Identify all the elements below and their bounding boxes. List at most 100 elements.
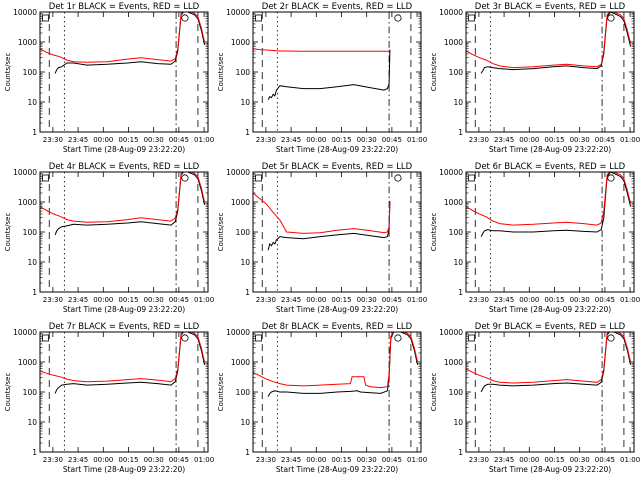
detector-plot-5: Det 5r BLACK = Events, RED = LLD Counts/s…	[217, 162, 427, 314]
detector-plot-9: Det 9r BLACK = Events, RED = LLD Counts/s…	[430, 322, 640, 474]
x-tick-label: 00:00	[306, 296, 326, 304]
saa-marker	[607, 334, 615, 342]
x-tick-label: 01:00	[620, 296, 640, 304]
y-tick-label: 100	[449, 68, 464, 77]
y-tick-label: 10	[27, 98, 37, 107]
plot-frame	[465, 331, 635, 453]
x-tick-label: 00:00	[93, 456, 113, 464]
plot-title: Det 9r BLACK = Events, RED = LLD	[475, 322, 626, 332]
plot-title: Det 4r BLACK = Events, RED = LLD	[49, 162, 200, 172]
x-tick-label: 01:00	[194, 456, 214, 464]
x-tick-label: 23:45	[68, 136, 88, 144]
series-line-lld	[466, 332, 632, 384]
y-tick-label: 1	[245, 448, 250, 457]
y-tick-label: 10	[453, 98, 463, 107]
x-tick-label: 00:00	[306, 456, 326, 464]
plot-title: Det 1r BLACK = Events, RED = LLD	[49, 2, 200, 12]
plot-frame	[252, 171, 422, 293]
series-line-lld	[466, 172, 632, 226]
x-tick-label: 23:45	[494, 456, 514, 464]
plot-frame	[39, 11, 209, 133]
plot-frame	[465, 11, 635, 133]
x-tick-label: 23:30	[43, 136, 63, 144]
y-tick-label: 100	[23, 388, 38, 397]
y-tick-label: 1	[458, 128, 463, 137]
corner-marker-box	[255, 334, 262, 342]
x-tick-label: 00:15	[331, 296, 351, 304]
x-tick-label: 23:30	[43, 296, 63, 304]
x-axis-label: Start Time (28-Aug-09 23:22:20)	[63, 305, 185, 314]
series-line-events	[480, 332, 632, 393]
detector-plot-8: Det 8r BLACK = Events, RED = LLD Counts/s…	[217, 322, 427, 474]
x-tick-label: 00:45	[382, 296, 402, 304]
x-tick-label: 23:45	[494, 296, 514, 304]
x-tick-label: 23:30	[256, 136, 276, 144]
x-tick-label: 00:15	[118, 296, 138, 304]
series-group	[466, 332, 632, 393]
saa-marker	[394, 174, 402, 182]
series-group	[253, 192, 391, 251]
y-tick-label: 10000	[226, 168, 250, 177]
x-tick-label: 00:30	[357, 456, 377, 464]
plot-title: Det 3r BLACK = Events, RED = LLD	[475, 2, 626, 12]
x-tick-label: 01:00	[620, 456, 640, 464]
y-tick-label: 10000	[226, 8, 250, 17]
corner-marker-box	[468, 14, 475, 22]
y-tick-label: 100	[449, 228, 464, 237]
x-tick-label: 00:45	[595, 456, 615, 464]
y-tick-label: 10	[240, 258, 250, 267]
x-axis-label: Start Time (28-Aug-09 23:22:20)	[489, 145, 611, 154]
y-axis-label: Counts/sec	[217, 213, 225, 252]
corner-marker-box	[255, 14, 262, 22]
x-tick-label: 23:45	[68, 296, 88, 304]
saa-marker	[394, 14, 402, 22]
x-tick-label: 00:30	[570, 136, 590, 144]
x-tick-label: 00:15	[331, 456, 351, 464]
plot-title: Det 5r BLACK = Events, RED = LLD	[262, 162, 413, 172]
saa-marker	[607, 174, 615, 182]
x-tick-label: 00:30	[570, 296, 590, 304]
y-axis-label: Counts/sec	[4, 213, 12, 252]
x-axis-label: Start Time (28-Aug-09 23:22:20)	[276, 465, 398, 474]
y-tick-label: 100	[23, 228, 38, 237]
saa-marker	[394, 334, 402, 342]
x-tick-label: 00:00	[93, 296, 113, 304]
x-tick-label: 23:45	[281, 136, 301, 144]
plot-frame	[465, 171, 635, 293]
y-tick-label: 10000	[13, 8, 37, 17]
x-tick-label: 00:15	[118, 456, 138, 464]
y-tick-label: 1000	[231, 198, 250, 207]
series-group	[466, 12, 632, 74]
y-tick-label: 1	[458, 448, 463, 457]
x-tick-label: 00:45	[595, 296, 615, 304]
x-tick-label: 00:30	[144, 296, 164, 304]
y-tick-label: 100	[23, 68, 38, 77]
series-line-lld	[40, 172, 206, 223]
series-line-events	[54, 332, 206, 394]
y-axis-label: Counts/sec	[4, 53, 12, 92]
series-line-lld	[466, 12, 632, 69]
y-tick-label: 10000	[13, 328, 37, 337]
series-line-lld	[40, 12, 206, 63]
x-tick-label: 01:00	[620, 136, 640, 144]
x-tick-label: 00:00	[93, 136, 113, 144]
x-axis-label: Start Time (28-Aug-09 23:22:20)	[63, 465, 185, 474]
detector-plot-3: Det 3r BLACK = Events, RED = LLD Counts/s…	[430, 2, 640, 154]
x-tick-label: 23:45	[68, 456, 88, 464]
x-tick-label: 00:15	[544, 456, 564, 464]
y-tick-label: 1000	[231, 38, 250, 47]
x-tick-label: 00:15	[118, 136, 138, 144]
plot-frame	[39, 331, 209, 453]
plot-title: Det 7r BLACK = Events, RED = LLD	[49, 322, 200, 332]
y-tick-label: 1000	[231, 358, 250, 367]
saa-marker	[181, 14, 189, 22]
x-tick-label: 00:00	[519, 296, 539, 304]
y-tick-label: 10	[240, 418, 250, 427]
x-tick-label: 00:00	[519, 136, 539, 144]
series-line-events	[267, 49, 391, 100]
corner-marker-box	[42, 174, 49, 182]
series-line-events	[54, 12, 206, 74]
x-axis-label: Start Time (28-Aug-09 23:22:20)	[63, 145, 185, 154]
plot-title: Det 8r BLACK = Events, RED = LLD	[262, 322, 413, 332]
y-tick-label: 10000	[439, 168, 463, 177]
